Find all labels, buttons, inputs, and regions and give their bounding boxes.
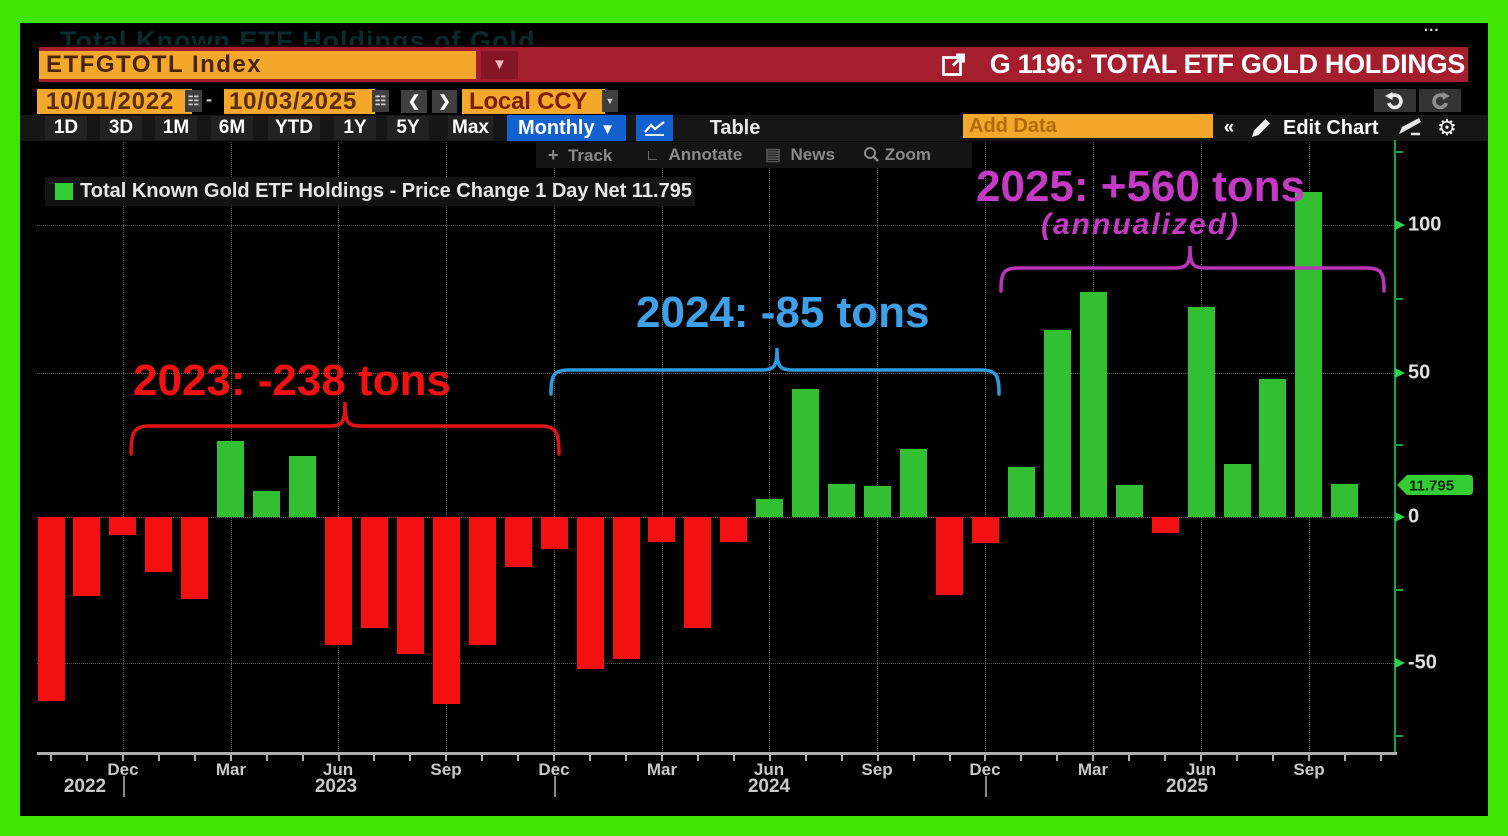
svg-text:11.795: 11.795: [1409, 478, 1454, 495]
